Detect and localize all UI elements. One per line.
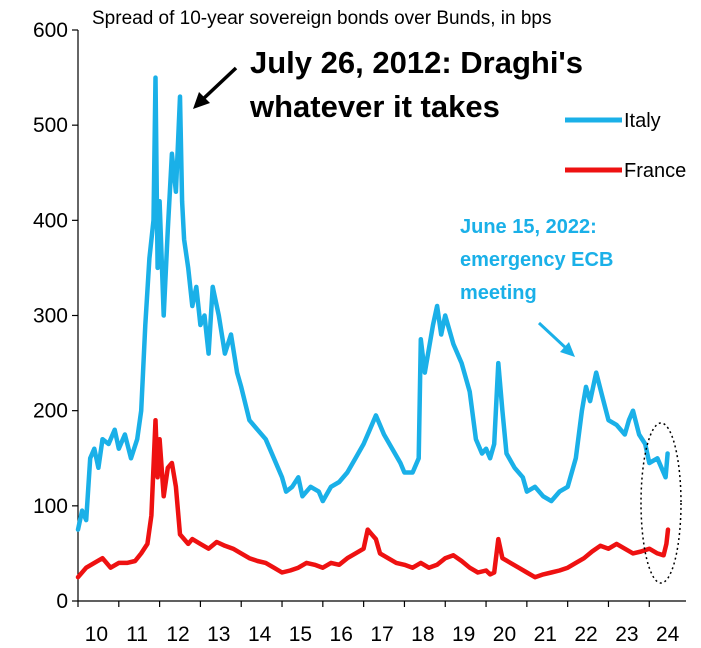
legend-italy-label: Italy <box>624 110 661 132</box>
x-tick-label: 18 <box>411 623 434 646</box>
x-tick-label: 11 <box>126 623 148 646</box>
x-tick-label: 24 <box>656 623 680 646</box>
x-tick-label: 21 <box>534 623 557 646</box>
x-tick-label: 19 <box>452 623 475 646</box>
x-tick-label: 10 <box>85 623 108 646</box>
y-tick-label: 500 <box>33 114 68 137</box>
y-tick-label: 100 <box>33 495 68 518</box>
x-tick-label: 20 <box>493 623 516 646</box>
arrow-ecb <box>537 321 575 357</box>
x-tick-label: 17 <box>370 623 393 646</box>
annotation-ecb-line2: emergency ECB <box>460 249 613 271</box>
y-tick-label: 400 <box>33 209 68 232</box>
x-tick-label: 12 <box>166 623 189 646</box>
chart-title: Spread of 10-year sovereign bonds over B… <box>92 8 551 29</box>
legend: Italy France <box>565 110 686 182</box>
x-tick-label: 23 <box>615 623 638 646</box>
annotation-ecb-line1: June 15, 2022: <box>460 216 597 238</box>
series-line-italy <box>75 75 670 532</box>
x-tick-label: 22 <box>574 623 597 646</box>
x-tick-label: 15 <box>289 623 312 646</box>
series-line-france <box>75 417 671 580</box>
annotation-ecb-line3: meeting <box>460 282 537 304</box>
legend-france-label: France <box>624 160 686 182</box>
y-tick-label: 300 <box>33 305 68 328</box>
highlight-ellipse <box>640 422 682 584</box>
annotation-draghi-line1: July 26, 2012: Draghi's <box>250 45 583 80</box>
x-tick-label: 16 <box>330 623 353 646</box>
annotation-draghi-line2: whatever it takes <box>249 89 500 124</box>
y-tick-label: 200 <box>33 400 68 423</box>
x-tick-label: 14 <box>248 623 272 646</box>
y-tick-label: 600 <box>33 19 68 42</box>
axes: 0 100 200 300 400 500 600 10 11 12 13 14 15 16 17 18 19 2… <box>33 19 686 646</box>
arrow-draghi <box>193 66 238 109</box>
x-tick-label: 13 <box>207 623 230 646</box>
series-lines <box>75 75 671 580</box>
y-tick-label: 0 <box>56 590 68 613</box>
